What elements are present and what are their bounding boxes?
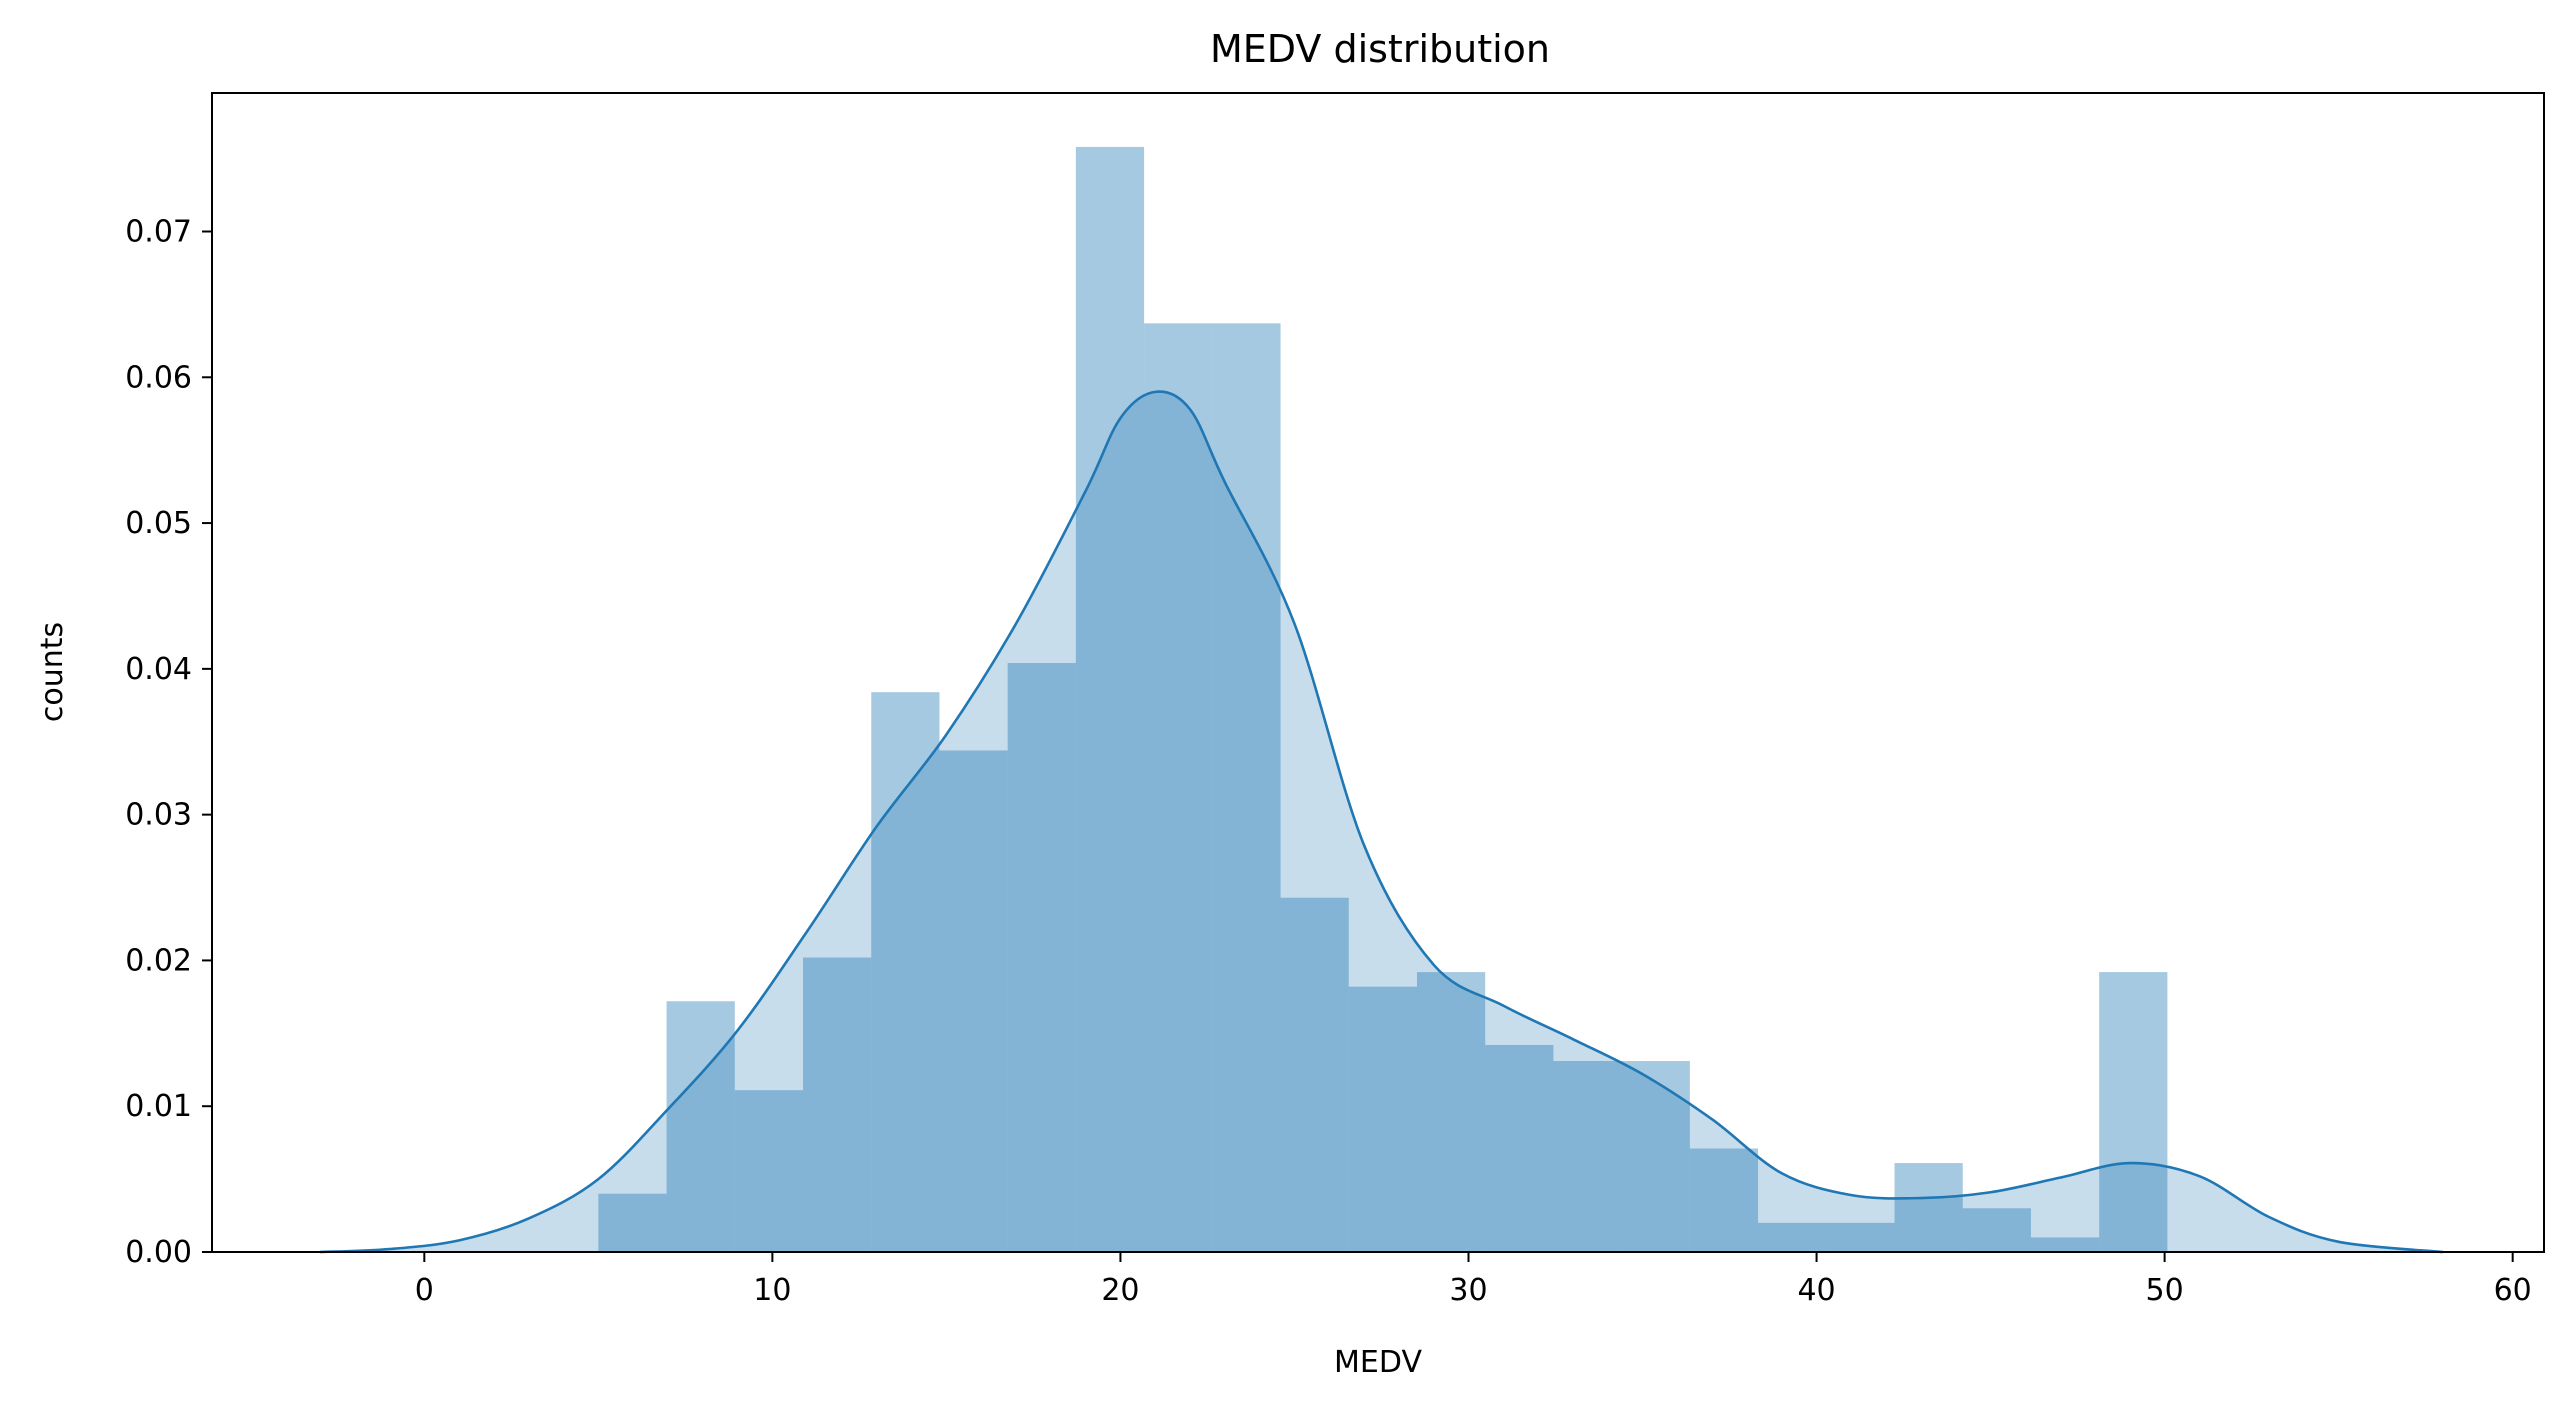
histogram-bar: [2030, 1237, 2100, 1252]
y-tick-label: 0.07: [125, 215, 192, 250]
histogram-bar: [1075, 146, 1145, 1253]
y-axis-label: counts: [35, 622, 70, 722]
x-tick-label: 0: [415, 1273, 434, 1308]
plot-frame: [211, 92, 2545, 1253]
x-tick-label: 20: [1101, 1273, 1139, 1308]
histogram-bar: [1416, 972, 1486, 1252]
histogram-bar: [1144, 323, 1213, 1253]
histogram-bar: [1280, 897, 1349, 1252]
histogram-bar: [734, 1090, 804, 1252]
y-tick-label: 0.04: [125, 652, 192, 687]
histogram-bars: [598, 146, 2168, 1253]
histogram-bar: [1894, 1163, 1963, 1252]
x-tick-label: 50: [2146, 1273, 2184, 1308]
histogram-bar: [1826, 1222, 1895, 1252]
x-tick-label: 40: [1797, 1273, 1835, 1308]
histogram-bar: [1553, 1061, 1622, 1252]
histogram-bar: [1485, 1044, 1554, 1252]
x-axis-ticks: 0 10 20 30 40 50 60: [415, 1252, 2532, 1308]
histogram-bar: [1348, 986, 1417, 1252]
x-axis-label: MEDV: [1334, 1345, 1422, 1380]
y-axis-ticks: 0.00 0.01 0.02 0.03 0.04 0.05 0.06 0.07: [125, 215, 212, 1270]
histogram-bar: [803, 957, 872, 1252]
histogram-bar: [666, 1001, 735, 1252]
chart-title: MEDV distribution: [1210, 27, 1550, 71]
y-tick-label: 0.06: [125, 360, 192, 395]
kde-line: [319, 390, 2444, 1254]
histogram-bar: [598, 1193, 667, 1252]
histogram-bar: [939, 750, 1008, 1252]
kde-fill-area: [319, 391, 2444, 1252]
y-tick-label: 0.03: [125, 798, 192, 833]
x-tick-label: 10: [753, 1273, 791, 1308]
histogram-bar: [2099, 972, 2168, 1252]
x-tick-label: 30: [1449, 1273, 1487, 1308]
histogram-bar: [1758, 1222, 1827, 1252]
histogram-bar: [871, 692, 940, 1252]
y-tick-label: 0.05: [125, 506, 192, 541]
y-tick-label: 0.01: [125, 1089, 192, 1124]
histogram-bar: [1007, 663, 1076, 1252]
y-tick-label: 0.02: [125, 943, 192, 978]
histogram-bar: [1689, 1148, 1759, 1252]
x-tick-label: 60: [2494, 1273, 2532, 1308]
histogram-bar: [1962, 1208, 2031, 1252]
y-tick-label: 0.00: [125, 1235, 192, 1270]
histogram-bar: [1621, 1061, 1690, 1252]
